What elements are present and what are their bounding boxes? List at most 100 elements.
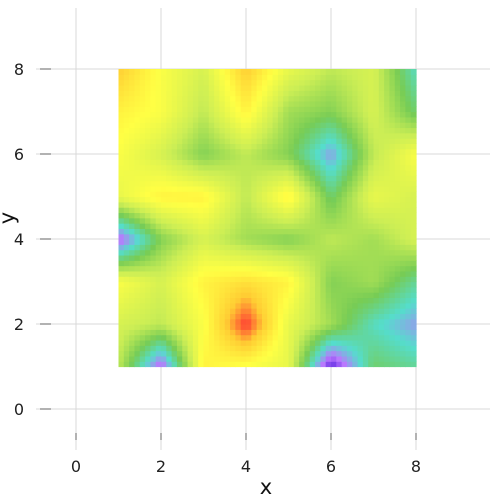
heatmap-cell xyxy=(373,196,380,203)
heatmap-cell xyxy=(267,254,274,261)
heatmap-cell xyxy=(368,111,375,118)
heatmap-cell xyxy=(283,281,290,288)
heatmap-cell xyxy=(203,106,210,113)
heatmap-cell xyxy=(230,249,236,256)
heatmap-cell xyxy=(389,302,396,309)
heatmap-cell xyxy=(161,132,167,139)
heatmap-cell xyxy=(134,212,141,219)
heatmap-cell xyxy=(118,223,125,229)
heatmap-cell xyxy=(139,191,146,198)
heatmap-cell xyxy=(320,95,327,102)
heatmap-cell xyxy=(198,254,205,261)
heatmap-cell xyxy=(161,313,167,320)
heatmap-cell xyxy=(346,350,353,357)
heatmap-cell xyxy=(373,355,380,362)
heatmap-cell xyxy=(171,233,178,240)
heatmap-cell xyxy=(208,223,215,229)
heatmap-cell xyxy=(240,334,247,341)
heatmap-cell xyxy=(288,223,295,229)
heatmap-cell xyxy=(378,201,385,208)
heatmap-cell xyxy=(145,318,151,325)
heatmap-cell xyxy=(410,265,417,272)
heatmap-cell xyxy=(171,175,178,182)
heatmap-cell xyxy=(224,143,231,150)
heatmap-cell xyxy=(331,217,337,224)
heatmap-cell xyxy=(346,318,353,325)
heatmap-cell xyxy=(315,84,321,91)
heatmap-cell xyxy=(357,127,364,134)
heatmap-cell xyxy=(235,281,242,288)
heatmap-cell xyxy=(309,180,316,187)
heatmap-cell xyxy=(150,339,157,346)
heatmap-cell xyxy=(336,270,343,277)
heatmap-cell xyxy=(267,185,274,192)
heatmap-cell xyxy=(267,318,274,325)
heatmap-cell xyxy=(331,79,337,86)
heatmap-cell xyxy=(246,106,252,113)
heatmap-cell xyxy=(410,175,417,182)
heatmap-cell xyxy=(325,116,332,123)
heatmap-cell xyxy=(214,270,221,277)
heatmap-cell xyxy=(230,270,236,277)
heatmap-cell xyxy=(394,212,401,219)
heatmap-cell xyxy=(378,132,385,139)
heatmap-cell xyxy=(203,84,210,91)
heatmap-cell xyxy=(352,302,359,309)
heatmap-cell xyxy=(352,212,359,219)
heatmap-cell xyxy=(362,297,369,304)
heatmap-cell xyxy=(283,223,290,229)
heatmap-cell xyxy=(134,132,141,139)
heatmap-cell xyxy=(208,281,215,288)
heatmap-cell xyxy=(214,159,221,166)
heatmap-cell xyxy=(139,185,146,192)
heatmap-cell xyxy=(410,74,417,81)
heatmap-cell xyxy=(304,350,311,357)
heatmap-cell xyxy=(410,148,417,155)
heatmap-cell xyxy=(251,223,258,229)
heatmap-cell xyxy=(123,239,130,245)
heatmap-cell xyxy=(309,111,316,118)
heatmap-cell xyxy=(267,233,274,240)
heatmap-cell xyxy=(378,260,385,267)
heatmap-cell xyxy=(341,281,348,288)
heatmap-cell xyxy=(394,260,401,267)
heatmap-cell xyxy=(410,281,417,288)
heatmap-cell xyxy=(134,324,141,330)
heatmap-cell xyxy=(240,292,247,299)
heatmap-cell xyxy=(357,308,364,314)
heatmap-cell xyxy=(357,100,364,107)
heatmap-cell xyxy=(166,239,173,245)
heatmap-cell xyxy=(325,265,332,272)
heatmap-cell xyxy=(203,159,210,166)
heatmap-cell xyxy=(224,201,231,208)
heatmap-cell xyxy=(161,74,167,81)
heatmap-cell xyxy=(293,260,300,267)
heatmap-cell xyxy=(166,265,173,272)
heatmap-cell xyxy=(129,260,136,267)
heatmap-cell xyxy=(331,308,337,314)
heatmap-cell xyxy=(378,79,385,86)
heatmap-cell xyxy=(171,270,178,277)
heatmap-cell xyxy=(240,159,247,166)
heatmap-cell xyxy=(224,84,231,91)
heatmap-cell xyxy=(219,260,226,267)
heatmap-cell xyxy=(145,249,151,256)
heatmap-cell xyxy=(240,276,247,283)
heatmap-cell xyxy=(410,79,417,86)
heatmap-cell xyxy=(187,69,194,75)
heatmap-cell xyxy=(288,196,295,203)
heatmap-cell xyxy=(224,308,231,314)
heatmap-cell xyxy=(309,169,316,176)
heatmap-cell xyxy=(400,339,406,346)
heatmap-cell xyxy=(400,191,406,198)
heatmap-cell xyxy=(309,361,316,368)
heatmap-cell xyxy=(208,329,215,336)
heatmap-cell xyxy=(240,196,247,203)
heatmap-cell xyxy=(251,355,258,362)
heatmap-cell xyxy=(166,329,173,336)
heatmap-cell xyxy=(315,228,321,235)
heatmap-cell xyxy=(224,148,231,155)
heatmap-cell xyxy=(129,313,136,320)
heatmap-cell xyxy=(304,297,311,304)
heatmap-cell xyxy=(283,116,290,123)
